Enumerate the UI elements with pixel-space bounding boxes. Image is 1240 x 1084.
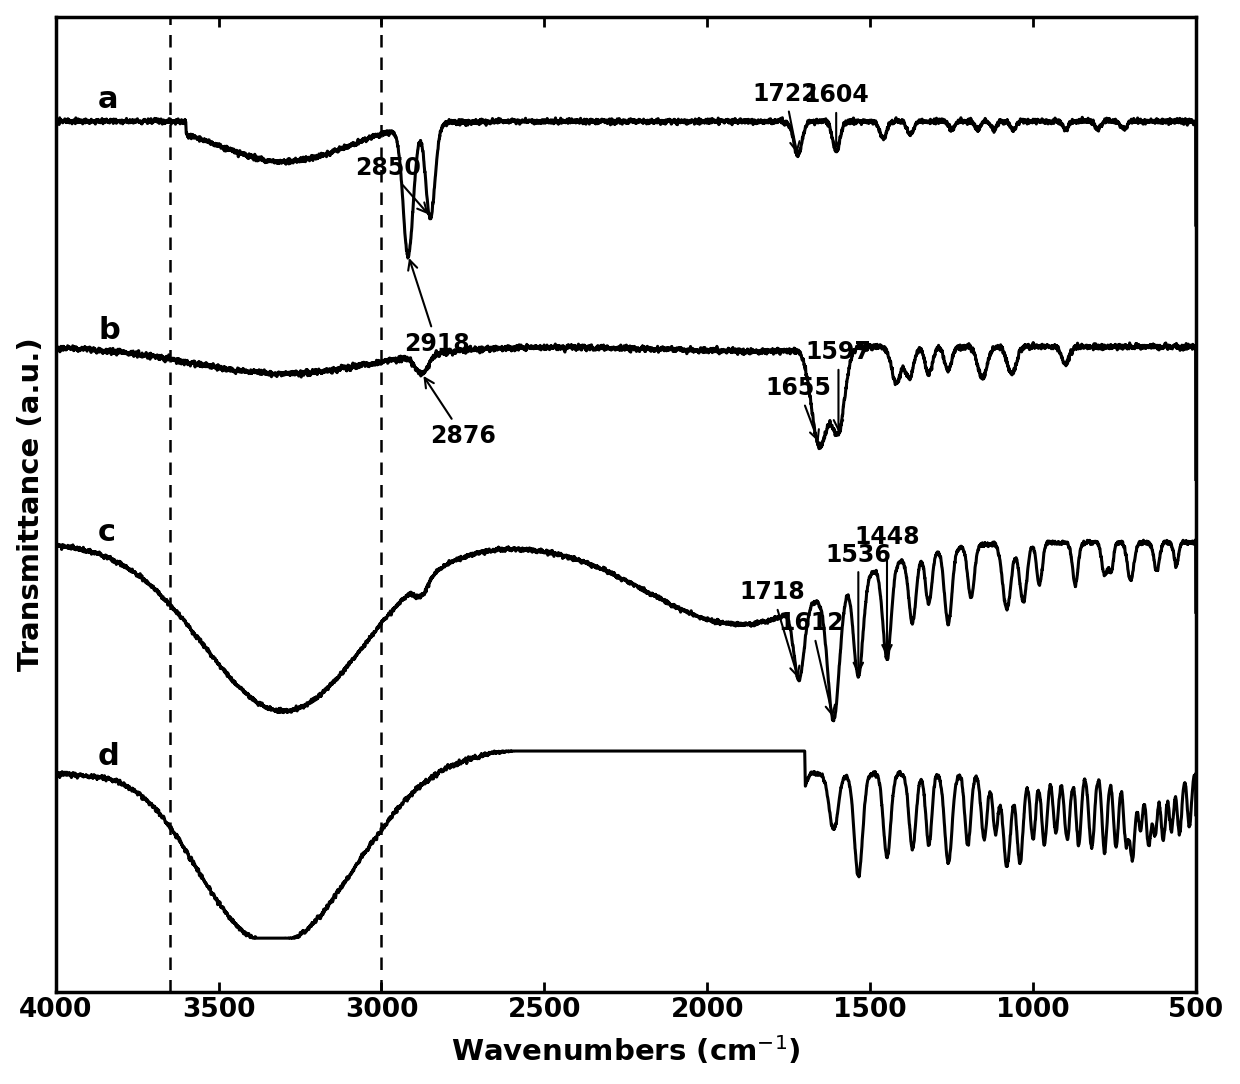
Text: 1718: 1718 (739, 580, 805, 676)
Text: b: b (98, 315, 120, 345)
Text: 1448: 1448 (854, 525, 920, 655)
Text: 1604: 1604 (804, 83, 869, 146)
Text: 1612: 1612 (779, 611, 844, 714)
Y-axis label: Transmittance (a.u.): Transmittance (a.u.) (16, 338, 45, 671)
Text: 1536: 1536 (826, 543, 892, 672)
Text: 2876: 2876 (424, 378, 496, 448)
Text: c: c (98, 518, 117, 547)
X-axis label: Wavenumbers (cm$^{-1}$): Wavenumbers (cm$^{-1}$) (451, 1034, 801, 1068)
Text: 2918: 2918 (404, 260, 470, 356)
Text: 2850: 2850 (355, 156, 427, 212)
Text: 1722: 1722 (753, 82, 818, 152)
Text: 1655: 1655 (765, 376, 831, 440)
Text: 1597: 1597 (806, 340, 872, 429)
Text: a: a (98, 86, 119, 114)
Text: d: d (98, 743, 120, 771)
